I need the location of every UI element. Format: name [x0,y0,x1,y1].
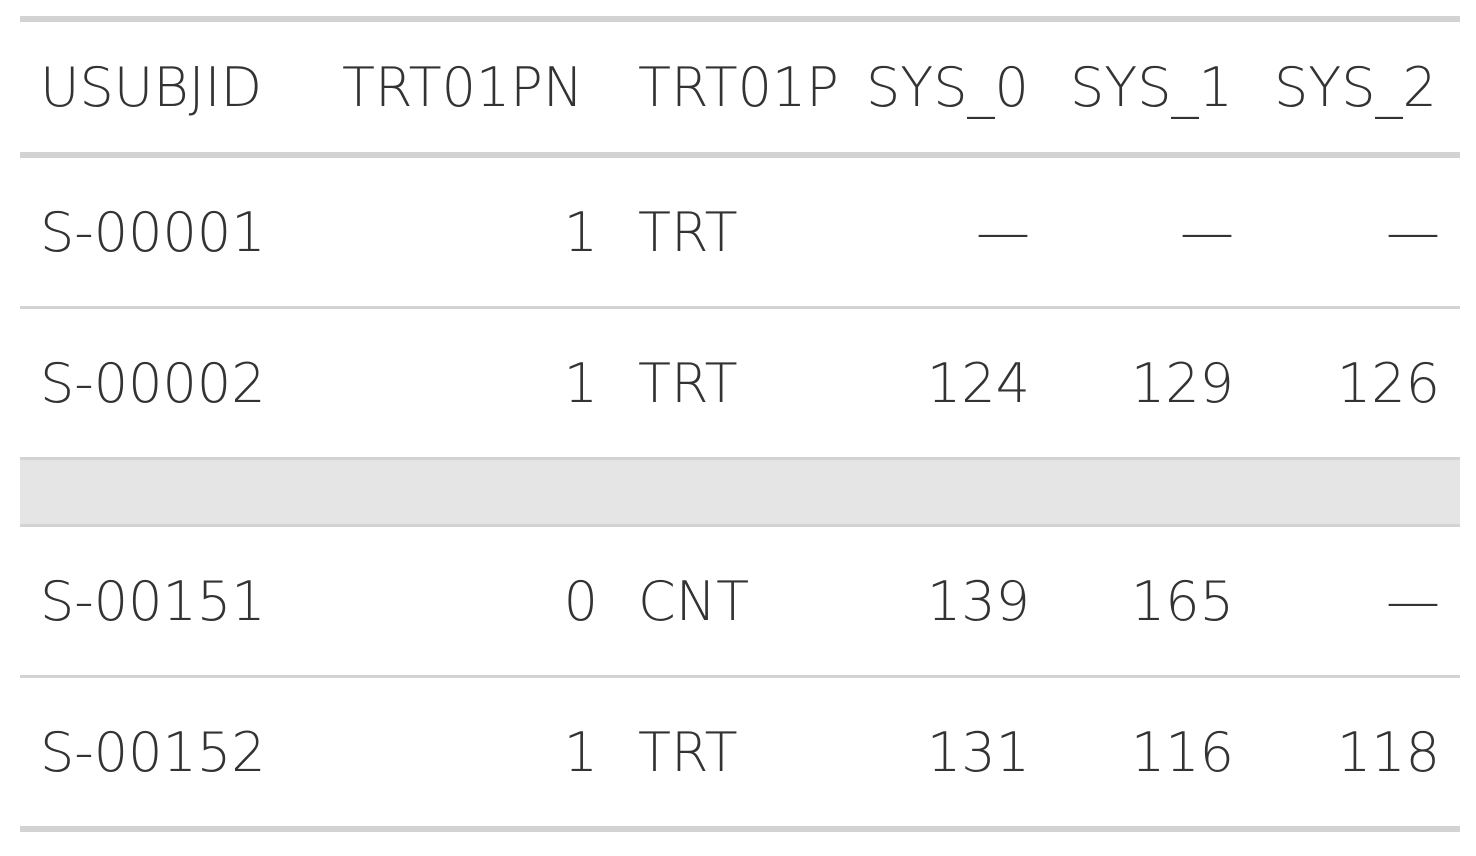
cell-usubjid: S-00152 [40,720,266,784]
row-gap-cell [20,458,1460,526]
cell-sys-2: 126 [1336,351,1440,415]
data-table: USUBJID TRT01PN TRT01P SYS_0 SYS_1 SYS_2… [20,16,1460,832]
cell-trt01pn: 1 [563,200,598,264]
cell-trt01p: TRT [638,720,738,784]
cell-trt01p: TRT [638,200,738,264]
cell-sys-1: — [1180,200,1234,264]
table-row: S-00001 1 TRT — — — [20,155,1460,308]
cell-sys-0: — [976,200,1030,264]
cell-sys-1: 129 [1130,351,1234,415]
column-header-usubjid: USUBJID [40,55,263,119]
cell-sys-2: 118 [1336,720,1440,784]
table-row: S-00002 1 TRT 124 129 126 [20,307,1460,459]
data-table-container: USUBJID TRT01PN TRT01P SYS_0 SYS_1 SYS_2… [20,16,1460,832]
column-header-sys-0: SYS_0 [866,55,1029,119]
cell-sys-1: 116 [1130,720,1234,784]
table-row: S-00151 0 CNT 139 165 — [20,526,1460,677]
cell-sys-0: 131 [926,720,1030,784]
table-row: S-00152 1 TRT 131 116 118 [20,676,1460,829]
cell-sys-1: 165 [1130,569,1234,633]
column-header-trt01p: TRT01P [638,55,839,119]
header-row: USUBJID TRT01PN TRT01P SYS_0 SYS_1 SYS_2 [20,19,1460,155]
cell-usubjid: S-00151 [40,569,266,633]
column-header-trt01pn: TRT01PN [342,55,584,119]
cell-sys-0: 124 [926,351,1030,415]
row-gap-separator [20,458,1460,526]
cell-usubjid: S-00001 [40,200,266,264]
cell-trt01pn: 0 [563,569,598,633]
cell-trt01p: CNT [638,569,750,633]
cell-sys-2: — [1386,200,1440,264]
cell-trt01pn: 1 [563,720,598,784]
column-header-sys-1: SYS_1 [1070,55,1233,119]
column-header-sys-2: SYS_2 [1274,55,1437,119]
cell-sys-2: — [1386,569,1440,633]
cell-usubjid: S-00002 [40,351,266,415]
cell-trt01pn: 1 [563,351,598,415]
cell-sys-0: 139 [926,569,1030,633]
cell-trt01p: TRT [638,351,738,415]
